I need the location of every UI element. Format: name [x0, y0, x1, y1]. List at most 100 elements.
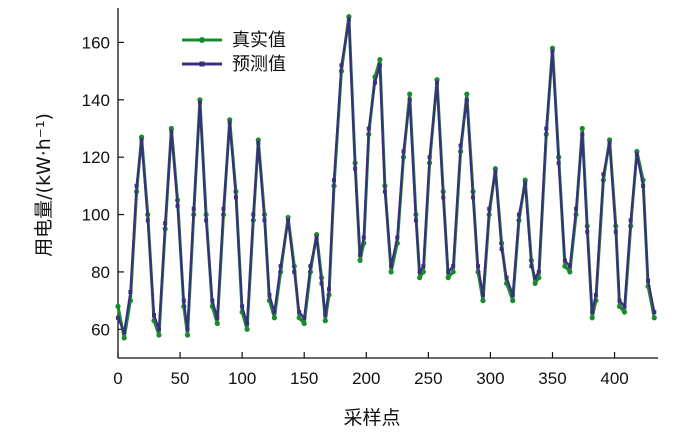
- data-point: [556, 160, 561, 165]
- data-point: [267, 292, 272, 297]
- data-point: [240, 304, 245, 309]
- data-point: [245, 321, 250, 326]
- x-axis-title: 采样点: [343, 407, 400, 429]
- data-point: [346, 17, 351, 22]
- data-point: [407, 97, 412, 102]
- data-point: [152, 312, 156, 317]
- data-point: [646, 278, 651, 283]
- series-predicted: [116, 17, 657, 335]
- data-point: [358, 252, 363, 257]
- data-point: [445, 275, 451, 281]
- data-point: [579, 125, 585, 132]
- x-tick-label: 400: [600, 369, 628, 388]
- data-point: [458, 143, 463, 148]
- data-point: [464, 97, 469, 102]
- data-point: [536, 275, 542, 281]
- data-point: [601, 172, 606, 177]
- data-point: [204, 218, 209, 223]
- data-point: [332, 178, 336, 183]
- legend-item-actual: 真实值: [182, 30, 286, 51]
- data-point: [221, 206, 226, 211]
- data-point: [156, 327, 161, 332]
- y-tick-label: 160: [82, 33, 110, 52]
- data-point: [532, 280, 538, 287]
- data-point: [301, 320, 307, 327]
- data-point: [544, 126, 549, 131]
- y-ticks: 60 80 100 120 140 160: [82, 33, 124, 339]
- data-point: [621, 309, 628, 315]
- data-point: [308, 264, 313, 269]
- data-point: [382, 189, 387, 194]
- data-point: [589, 315, 595, 321]
- data-point: [233, 195, 238, 200]
- data-point: [487, 206, 492, 211]
- data-point: [319, 281, 324, 286]
- data-point: [145, 218, 150, 223]
- data-point: [357, 257, 363, 264]
- data-point: [480, 298, 486, 304]
- data-point: [395, 235, 400, 240]
- y-tick-label: 80: [91, 263, 110, 282]
- x-tick-label: 200: [352, 369, 380, 388]
- data-point: [651, 315, 657, 321]
- series-layer: [115, 14, 657, 341]
- data-point: [169, 129, 174, 134]
- data-point: [504, 275, 509, 280]
- data-point: [115, 303, 121, 309]
- data-point: [451, 264, 456, 269]
- data-point: [464, 91, 470, 97]
- data-point: [377, 57, 383, 63]
- data-point: [567, 269, 573, 275]
- data-point: [617, 298, 622, 303]
- data-point: [185, 327, 190, 332]
- data-point: [480, 292, 485, 297]
- data-point: [622, 304, 627, 309]
- data-point: [420, 269, 426, 275]
- data-point: [121, 335, 127, 341]
- y-tick-label: 140: [82, 91, 110, 110]
- data-point: [184, 332, 191, 338]
- data-point: [446, 269, 451, 274]
- data-point: [585, 229, 590, 234]
- data-point: [388, 269, 394, 275]
- data-point: [567, 264, 572, 269]
- legend-label-actual: 真实值: [232, 30, 286, 51]
- x-ticks: 0 50 100 150 200 250 300 350 400: [113, 352, 629, 388]
- data-point: [529, 264, 534, 269]
- legend: 真实值 预测值: [182, 30, 286, 75]
- data-point: [122, 330, 127, 335]
- data-point: [417, 269, 422, 274]
- data-point: [297, 310, 302, 315]
- data-point: [450, 269, 456, 275]
- data-point: [493, 169, 498, 174]
- data-point: [302, 315, 307, 320]
- y-tick-label: 100: [82, 206, 110, 225]
- data-point: [377, 63, 382, 68]
- data-point: [613, 229, 618, 234]
- legend-item-predicted: 预测值: [182, 54, 286, 75]
- data-point: [116, 315, 120, 320]
- data-point: [389, 264, 394, 269]
- data-point: [210, 298, 215, 303]
- data-point: [413, 218, 418, 223]
- data-point: [536, 269, 541, 274]
- data-point: [580, 132, 585, 137]
- data-point: [286, 218, 291, 223]
- data-point: [322, 318, 328, 324]
- data-point: [323, 312, 328, 317]
- data-point: [499, 246, 504, 251]
- x-tick-label: 100: [228, 369, 256, 388]
- series-line: [116, 18, 656, 334]
- data-point: [435, 80, 440, 85]
- axes: [117, 8, 658, 359]
- data-point: [191, 206, 196, 211]
- y-tick-label: 60: [91, 320, 110, 339]
- x-tick-label: 150: [290, 369, 318, 388]
- data-point: [372, 80, 377, 85]
- data-point: [215, 315, 220, 320]
- data-point: [407, 91, 413, 97]
- data-point: [214, 320, 220, 327]
- data-point: [163, 221, 168, 226]
- x-tick-label: 250: [414, 369, 442, 388]
